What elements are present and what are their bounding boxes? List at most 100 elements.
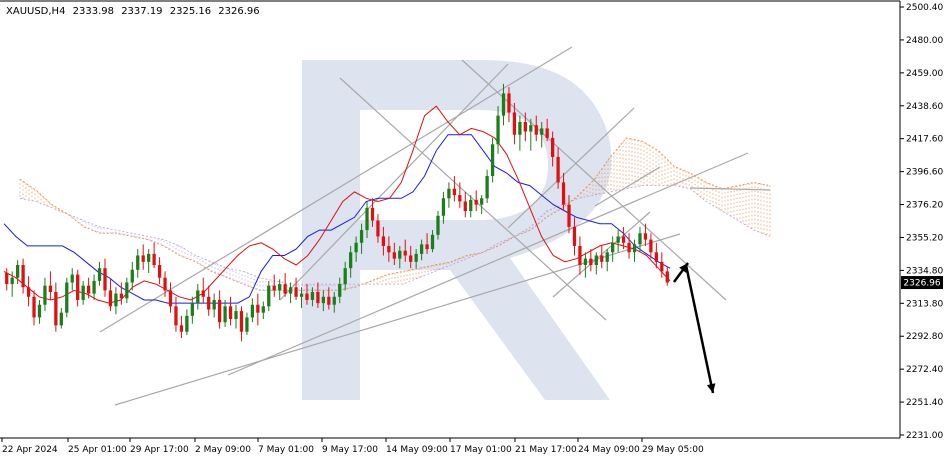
trendline[interactable]: [594, 166, 661, 207]
candle[interactable]: [589, 249, 593, 272]
candle[interactable]: [441, 191, 446, 224]
candle[interactable]: [21, 258, 25, 294]
candle[interactable]: [114, 287, 118, 315]
candle[interactable]: [654, 242, 658, 269]
candle[interactable]: [660, 252, 664, 278]
candle[interactable]: [529, 118, 533, 151]
candle[interactable]: [365, 201, 369, 238]
candle[interactable]: [136, 249, 140, 278]
trendline[interactable]: [689, 187, 771, 191]
candle[interactable]: [398, 245, 402, 269]
candle[interactable]: [452, 176, 457, 202]
candle[interactable]: [370, 198, 375, 227]
candle[interactable]: [616, 230, 620, 253]
candle[interactable]: [152, 242, 156, 269]
candle[interactable]: [359, 223, 364, 254]
candle[interactable]: [430, 230, 435, 253]
candle[interactable]: [507, 87, 511, 123]
candle[interactable]: [316, 282, 320, 308]
price-axis[interactable]: 2500.40 2480.00 2459.00 2438.60 2417.60 2396.…: [900, 3, 943, 441]
candle[interactable]: [458, 182, 462, 208]
candle[interactable]: [643, 223, 648, 246]
candle[interactable]: [37, 299, 42, 324]
candle[interactable]: [234, 304, 238, 329]
candle[interactable]: [32, 290, 36, 326]
candle[interactable]: [534, 115, 538, 142]
candle[interactable]: [556, 147, 560, 189]
candle[interactable]: [294, 277, 298, 300]
candle[interactable]: [305, 284, 309, 305]
candle[interactable]: [550, 131, 555, 167]
candle[interactable]: [611, 236, 615, 262]
candle[interactable]: [354, 236, 358, 262]
candle[interactable]: [190, 296, 194, 324]
candle[interactable]: [480, 195, 484, 215]
candle[interactable]: [125, 277, 129, 304]
candle[interactable]: [212, 293, 216, 318]
candle[interactable]: [54, 282, 58, 332]
candle[interactable]: [278, 279, 282, 300]
candle[interactable]: [70, 268, 74, 291]
candle[interactable]: [207, 285, 211, 316]
candle[interactable]: [261, 301, 265, 320]
candle[interactable]: [321, 290, 325, 312]
candle[interactable]: [447, 182, 451, 208]
candle[interactable]: [26, 276, 31, 307]
candle[interactable]: [130, 261, 134, 291]
candle[interactable]: [217, 290, 222, 329]
candle[interactable]: [387, 236, 391, 262]
candle[interactable]: [201, 277, 205, 304]
candle[interactable]: [469, 195, 473, 218]
candle[interactable]: [540, 122, 544, 148]
candle[interactable]: [463, 191, 467, 218]
candle[interactable]: [43, 277, 47, 312]
candle[interactable]: [474, 190, 478, 211]
candle[interactable]: [108, 279, 113, 312]
candle[interactable]: [223, 299, 227, 327]
candle[interactable]: [638, 226, 642, 253]
candle[interactable]: [349, 245, 353, 278]
candle[interactable]: [272, 274, 276, 297]
candle[interactable]: [343, 261, 347, 291]
candle[interactable]: [103, 258, 107, 297]
candle[interactable]: [174, 296, 178, 332]
candle[interactable]: [605, 249, 609, 272]
candle[interactable]: [327, 287, 331, 310]
candle[interactable]: [594, 252, 598, 275]
candle[interactable]: [86, 277, 91, 299]
candle[interactable]: [157, 257, 162, 285]
candle[interactable]: [621, 226, 626, 250]
candle[interactable]: [425, 233, 429, 254]
candle[interactable]: [310, 287, 315, 307]
candle[interactable]: [163, 271, 167, 297]
candle[interactable]: [256, 293, 260, 326]
candle[interactable]: [168, 282, 173, 313]
candle[interactable]: [5, 268, 9, 291]
candle[interactable]: [627, 233, 631, 259]
candle[interactable]: [228, 296, 233, 326]
candle[interactable]: [518, 115, 522, 151]
candle[interactable]: [665, 266, 669, 286]
candle[interactable]: [572, 217, 577, 256]
candle[interactable]: [10, 271, 14, 297]
candle[interactable]: [196, 284, 200, 310]
trendline[interactable]: [99, 46, 573, 333]
candle[interactable]: [338, 277, 342, 304]
candle[interactable]: [414, 249, 418, 269]
trendline[interactable]: [507, 107, 635, 229]
candle[interactable]: [485, 169, 489, 204]
candle[interactable]: [561, 172, 566, 211]
candle[interactable]: [376, 214, 380, 243]
candle[interactable]: [288, 282, 293, 304]
time-axis[interactable]: 22 Apr 2024 25 Apr 01:00 29 Apr 17:00 2 May…: [1, 438, 704, 455]
candle[interactable]: [92, 274, 96, 300]
candle[interactable]: [501, 83, 506, 126]
candle[interactable]: [16, 260, 20, 285]
candle[interactable]: [65, 277, 69, 318]
candle[interactable]: [179, 315, 184, 339]
candle[interactable]: [332, 292, 336, 313]
candle[interactable]: [381, 226, 386, 256]
candle[interactable]: [512, 102, 517, 145]
trendline[interactable]: [339, 77, 607, 321]
candle[interactable]: [490, 137, 495, 183]
